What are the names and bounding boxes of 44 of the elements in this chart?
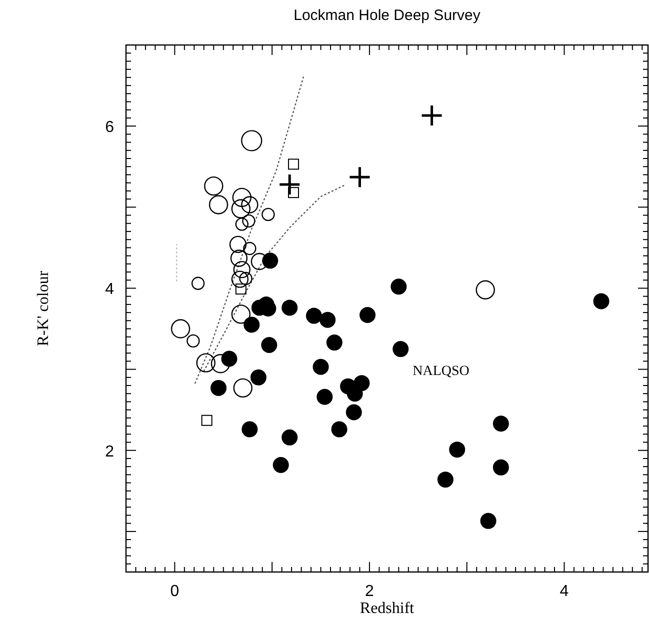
point [262, 252, 278, 269]
point [420, 104, 444, 127]
x-axis-title: Redshift [360, 600, 415, 617]
point [320, 312, 336, 328]
point [250, 369, 266, 386]
point [282, 300, 298, 316]
y-tick-label: 4 [105, 281, 114, 298]
y-tick-label: 2 [105, 443, 114, 460]
point [390, 278, 407, 295]
point [348, 166, 371, 188]
point [480, 512, 496, 529]
point [221, 350, 238, 367]
point [278, 173, 301, 196]
x-tick-label: 4 [560, 583, 569, 600]
point [331, 421, 348, 438]
point [210, 380, 227, 396]
point [449, 442, 466, 458]
chart-title: Lockman Hole Deep Survey [294, 7, 481, 24]
point [242, 421, 258, 438]
point [272, 456, 289, 473]
point [437, 472, 454, 488]
point [201, 414, 212, 426]
y-tick-label: 6 [105, 119, 114, 136]
x-tick-label: 2 [365, 583, 374, 600]
point [288, 187, 300, 198]
point [288, 158, 300, 170]
annotation: NALQSO [412, 364, 470, 380]
point [360, 306, 376, 323]
point [235, 284, 246, 295]
point [306, 308, 322, 324]
point [316, 388, 333, 405]
x-tick-label: 0 [170, 583, 180, 600]
point [346, 404, 362, 420]
point [312, 358, 329, 375]
point [392, 341, 409, 358]
point [326, 334, 342, 351]
point [244, 316, 260, 333]
line-series [194, 74, 305, 384]
y-axis-title: R-K' colour [35, 270, 52, 346]
point [593, 293, 610, 310]
point [261, 336, 278, 353]
point [282, 429, 298, 446]
point [492, 416, 509, 432]
point [492, 459, 509, 476]
